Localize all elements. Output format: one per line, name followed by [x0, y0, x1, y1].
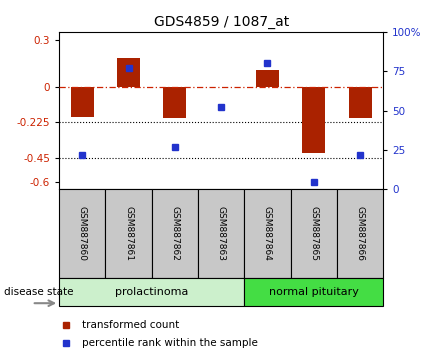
- Bar: [244, 278, 383, 306]
- Bar: [106, 189, 152, 278]
- Bar: [337, 189, 383, 278]
- Bar: [256, 70, 279, 87]
- Bar: [59, 278, 244, 306]
- Text: transformed count: transformed count: [82, 320, 179, 330]
- Text: percentile rank within the sample: percentile rank within the sample: [82, 338, 258, 348]
- Bar: [71, 87, 94, 117]
- Bar: [198, 189, 244, 278]
- Text: GSM887866: GSM887866: [356, 206, 364, 261]
- Bar: [302, 87, 325, 153]
- Text: GSM887865: GSM887865: [309, 206, 318, 261]
- Bar: [117, 58, 140, 87]
- Bar: [349, 87, 372, 118]
- Bar: [152, 189, 198, 278]
- Text: disease state: disease state: [4, 287, 74, 297]
- Text: GSM887862: GSM887862: [170, 206, 180, 261]
- Bar: [163, 87, 187, 118]
- Text: GSM887863: GSM887863: [217, 206, 226, 261]
- Bar: [244, 189, 291, 278]
- Bar: [59, 189, 106, 278]
- Title: GDS4859 / 1087_at: GDS4859 / 1087_at: [154, 16, 289, 29]
- Text: GSM887864: GSM887864: [263, 206, 272, 261]
- Text: GSM887860: GSM887860: [78, 206, 87, 261]
- Text: GSM887861: GSM887861: [124, 206, 133, 261]
- Text: normal pituitary: normal pituitary: [269, 287, 359, 297]
- Bar: [291, 189, 337, 278]
- Text: prolactinoma: prolactinoma: [115, 287, 188, 297]
